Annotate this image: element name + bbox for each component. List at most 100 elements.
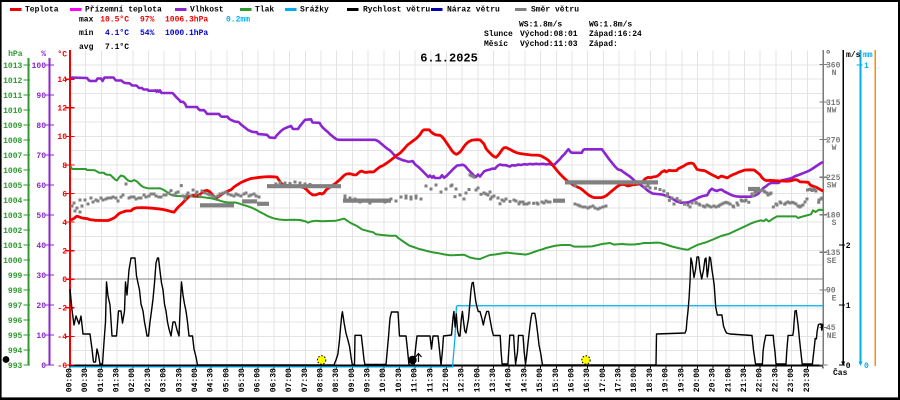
svg-text:2: 2	[846, 242, 851, 251]
svg-text:70: 70	[36, 152, 46, 161]
svg-text:21:00: 21:00	[724, 368, 733, 392]
svg-text:21:30: 21:30	[740, 368, 749, 392]
svg-text:54%: 54%	[140, 29, 155, 38]
svg-text:hPa: hPa	[8, 50, 23, 59]
svg-text:10: 10	[36, 332, 46, 341]
svg-text:13:00: 13:00	[473, 368, 482, 392]
svg-text:999: 999	[8, 272, 23, 281]
svg-text:03:30: 03:30	[175, 368, 184, 392]
svg-text:03:00: 03:00	[160, 368, 169, 392]
svg-text:0: 0	[41, 362, 46, 371]
svg-text:998: 998	[8, 287, 23, 296]
svg-text:Čas: Čas	[833, 368, 848, 378]
svg-text:17:30: 17:30	[615, 368, 624, 392]
svg-text:6: 6	[62, 190, 67, 199]
svg-text:97%: 97%	[140, 15, 155, 24]
svg-text:1008: 1008	[3, 137, 22, 146]
svg-text:23:30: 23:30	[803, 368, 812, 392]
svg-text:09:30: 09:30	[364, 368, 373, 392]
svg-text:10:30: 10:30	[395, 368, 404, 392]
svg-text:-6: -6	[57, 362, 67, 371]
svg-text:04:00: 04:00	[191, 368, 200, 392]
svg-text:0.2mm: 0.2mm	[226, 15, 250, 24]
svg-text:18:30: 18:30	[646, 368, 655, 392]
svg-text:10:00: 10:00	[379, 368, 388, 392]
svg-text:30: 30	[36, 272, 46, 281]
svg-text:997: 997	[8, 302, 23, 311]
svg-text:05:30: 05:30	[238, 368, 247, 392]
svg-text:06:00: 06:00	[254, 368, 263, 392]
svg-text:1000.1hPa: 1000.1hPa	[165, 29, 208, 38]
svg-text:08:00: 08:00	[317, 368, 326, 392]
svg-text:-4: -4	[57, 333, 67, 342]
svg-text:10.5°C: 10.5°C	[100, 15, 129, 24]
svg-text:Západ:: Západ:	[589, 40, 618, 49]
svg-text:16:30: 16:30	[583, 368, 592, 392]
svg-text:1012: 1012	[3, 77, 22, 86]
svg-text:12:00: 12:00	[442, 368, 451, 392]
svg-text:20:30: 20:30	[709, 368, 718, 392]
svg-text:S: S	[832, 219, 837, 228]
svg-text:Směr větru: Směr větru	[531, 6, 579, 15]
svg-text:04:30: 04:30	[207, 368, 216, 392]
svg-text:225: 225	[826, 174, 841, 183]
svg-text:1000: 1000	[3, 257, 22, 266]
svg-text:20: 20	[36, 302, 46, 311]
svg-text:-2: -2	[57, 305, 67, 314]
svg-text:WS:1.8m/s: WS:1.8m/s	[519, 21, 562, 30]
svg-text:17:00: 17:00	[599, 368, 608, 392]
svg-text:Východ:11:03: Východ:11:03	[520, 40, 578, 49]
svg-text:19:00: 19:00	[662, 368, 671, 392]
svg-text:0: 0	[846, 362, 851, 371]
svg-text:Měsíc: Měsíc	[484, 40, 508, 49]
svg-text:avg: avg	[79, 43, 94, 52]
svg-text:996: 996	[8, 317, 23, 326]
svg-text:02:30: 02:30	[144, 368, 153, 392]
svg-text:06:30: 06:30	[269, 368, 278, 392]
svg-text:E: E	[832, 294, 837, 303]
svg-text:1009: 1009	[3, 122, 22, 131]
svg-text:05:00: 05:00	[222, 368, 231, 392]
svg-text:22:00: 22:00	[756, 368, 765, 392]
svg-text:10: 10	[57, 133, 67, 142]
svg-text:20:00: 20:00	[693, 368, 702, 392]
svg-text:Srážky: Srážky	[300, 6, 329, 15]
svg-text:SE: SE	[827, 257, 837, 266]
svg-text:1006: 1006	[3, 167, 22, 176]
svg-text:180: 180	[826, 212, 841, 221]
svg-text:08:30: 08:30	[332, 368, 341, 392]
svg-text:19:30: 19:30	[677, 368, 686, 392]
svg-text:15:00: 15:00	[536, 368, 545, 392]
svg-text:min: min	[79, 29, 94, 38]
svg-text:994: 994	[8, 347, 23, 356]
svg-text:6.1.2025: 6.1.2025	[420, 52, 478, 66]
svg-text:40: 40	[36, 242, 46, 251]
svg-text:135: 135	[826, 249, 841, 258]
svg-text:1013: 1013	[3, 62, 22, 71]
svg-text:1007: 1007	[3, 152, 22, 161]
svg-text:993: 993	[8, 362, 23, 371]
svg-text:%: %	[41, 50, 46, 59]
svg-text:07:00: 07:00	[285, 368, 294, 392]
svg-text:SW: SW	[827, 182, 837, 191]
svg-text:mm: mm	[863, 51, 873, 60]
svg-text:1004: 1004	[3, 197, 22, 206]
svg-text:02:00: 02:00	[128, 368, 137, 392]
svg-text:07:30: 07:30	[301, 368, 310, 392]
svg-text:1006.3hPa: 1006.3hPa	[165, 15, 208, 24]
svg-text:°C: °C	[57, 51, 67, 60]
svg-text:m/s: m/s	[846, 51, 861, 60]
svg-text:NW: NW	[827, 107, 837, 116]
svg-text:Přízemní teplota: Přízemní teplota	[85, 6, 162, 15]
svg-text:09:00: 09:00	[348, 368, 357, 392]
svg-text:90: 90	[36, 92, 46, 101]
svg-text:8: 8	[62, 162, 67, 171]
svg-text:4: 4	[62, 219, 67, 228]
svg-text:1011: 1011	[3, 92, 22, 101]
svg-text:995: 995	[8, 332, 23, 341]
svg-text:11:00: 11:00	[411, 368, 420, 392]
svg-text:00:30: 00:30	[81, 368, 90, 392]
svg-text:90: 90	[826, 287, 836, 296]
svg-text:80: 80	[36, 122, 46, 131]
svg-text:12: 12	[57, 105, 67, 114]
